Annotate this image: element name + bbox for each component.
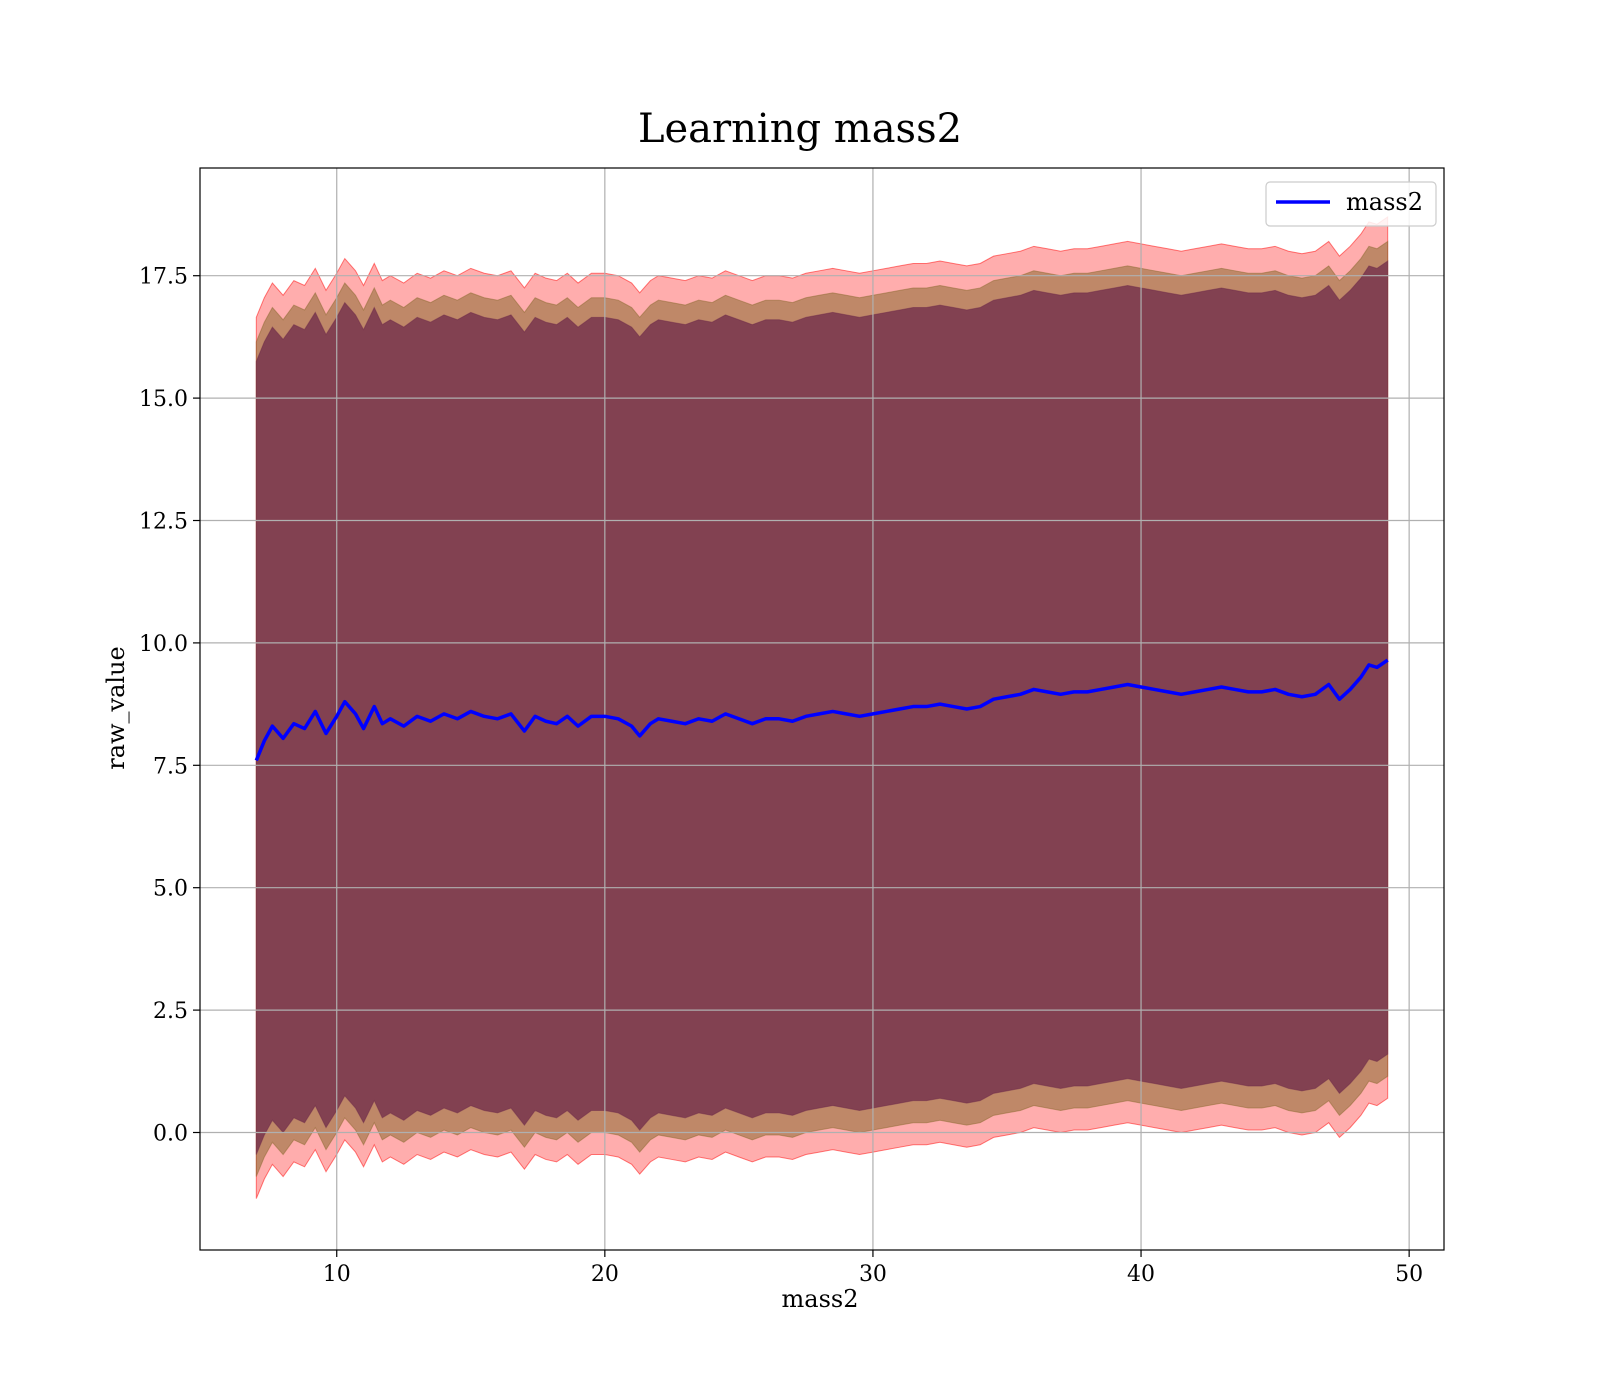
chart-title: Learning mass2	[638, 106, 962, 152]
y-tick-label: 7.5	[153, 754, 188, 779]
x-tick-label: 10	[323, 1262, 351, 1287]
y-axis-label: raw_value	[102, 646, 130, 770]
x-tick-label: 20	[591, 1262, 619, 1287]
plot-area: 10 20 30 40 50 0.0 2.5 5.0 7.5 10.0 12.5 15.0 17.5	[139, 167, 1445, 1287]
y-tick-label: 12.5	[139, 510, 188, 535]
legend-label-mass2: mass2	[1346, 188, 1423, 216]
legend: mass2	[1265, 181, 1437, 227]
legend-box	[1265, 181, 1437, 227]
y-tick-label: 10.0	[139, 632, 188, 657]
bands-group	[255, 216, 1389, 1199]
x-tick-label: 40	[1127, 1262, 1155, 1287]
y-tick-label: 0.0	[153, 1121, 188, 1146]
plot-frame	[199, 167, 1445, 1251]
x-tick-label: 30	[859, 1262, 887, 1287]
series-line-mass2	[254, 658, 1389, 762]
x-tick-label: 50	[1395, 1262, 1423, 1287]
y-tick-label: 15.0	[139, 387, 188, 412]
band-inner	[255, 260, 1389, 1155]
y-tick-label: 17.5	[139, 265, 188, 290]
y-tick-label: 5.0	[153, 877, 188, 902]
x-axis-label: mass2	[782, 1285, 859, 1313]
grid	[200, 168, 1444, 1250]
y-tick-label: 2.5	[153, 999, 188, 1024]
